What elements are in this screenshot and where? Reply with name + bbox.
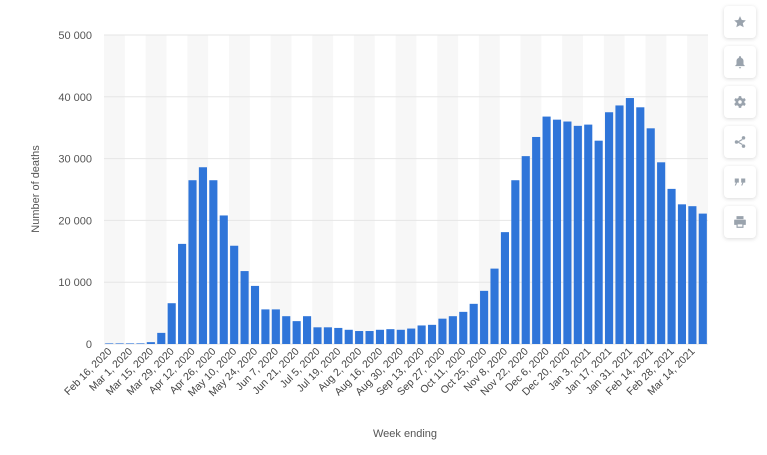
bar[interactable]	[105, 343, 114, 344]
bar[interactable]	[375, 329, 385, 344]
bar[interactable]	[157, 332, 166, 344]
y-tick-label: 20 000	[58, 215, 92, 227]
share-button[interactable]	[724, 126, 756, 158]
bar[interactable]	[261, 309, 270, 344]
bar[interactable]	[563, 121, 572, 345]
bar[interactable]	[303, 316, 312, 344]
bar[interactable]	[240, 271, 249, 344]
bar[interactable]	[271, 309, 280, 344]
y-tick-label: 50 000	[58, 30, 92, 42]
y-axis-ticks: 0 10 000 20 000 30 000 40 000 50 000	[58, 30, 92, 351]
bar[interactable]	[313, 327, 322, 344]
notification-button[interactable]	[724, 46, 756, 78]
quote-icon	[734, 178, 746, 186]
bar[interactable]	[615, 105, 624, 345]
bar[interactable]	[250, 285, 260, 344]
bar[interactable]	[542, 116, 551, 345]
bar[interactable]	[188, 180, 197, 344]
bar[interactable]	[584, 124, 593, 344]
bar[interactable]	[646, 128, 655, 344]
bar[interactable]	[198, 167, 207, 344]
bar[interactable]	[323, 327, 332, 344]
y-tick-label: 10 000	[58, 277, 92, 289]
bar[interactable]	[146, 342, 155, 344]
bars	[105, 98, 707, 345]
bar[interactable]	[511, 180, 520, 344]
background-band	[312, 35, 334, 344]
bar[interactable]	[178, 243, 187, 344]
bar[interactable]	[230, 245, 239, 344]
bar[interactable]	[136, 343, 145, 344]
bar[interactable]	[532, 136, 541, 344]
bar[interactable]	[334, 327, 343, 344]
x-axis-title: Week ending	[373, 428, 437, 440]
bar[interactable]	[490, 268, 499, 344]
print-icon	[734, 216, 746, 228]
gear-icon	[734, 96, 746, 108]
chart-toolbar	[724, 6, 758, 246]
bar[interactable]	[365, 331, 374, 344]
background-band	[478, 35, 500, 344]
bar[interactable]	[219, 215, 228, 344]
background-band	[270, 35, 292, 344]
print-button[interactable]	[724, 206, 756, 238]
share-icon	[734, 136, 746, 148]
background-band	[353, 35, 375, 344]
bar[interactable]	[657, 162, 666, 344]
bar[interactable]	[667, 188, 676, 344]
bar[interactable]	[125, 343, 135, 344]
bar[interactable]	[292, 321, 301, 344]
star-icon	[734, 16, 746, 28]
bar[interactable]	[396, 329, 405, 344]
bar[interactable]	[636, 107, 645, 344]
bar[interactable]	[115, 343, 124, 344]
bar[interactable]	[167, 303, 176, 344]
y-tick-label: 30 000	[58, 154, 92, 166]
bar[interactable]	[698, 213, 707, 344]
settings-button[interactable]	[724, 86, 756, 118]
background-band	[437, 35, 459, 344]
bar[interactable]	[448, 316, 457, 344]
bar[interactable]	[500, 232, 509, 344]
cite-button[interactable]	[724, 166, 756, 198]
background-band	[395, 35, 417, 344]
bar[interactable]	[427, 324, 437, 344]
bar[interactable]	[552, 119, 562, 344]
bar[interactable]	[344, 329, 353, 344]
bar[interactable]	[573, 125, 582, 344]
bar[interactable]	[417, 325, 426, 344]
bar[interactable]	[407, 328, 416, 344]
y-axis-title: Number of deaths	[30, 145, 42, 233]
bell-icon	[735, 56, 745, 69]
bar[interactable]	[677, 204, 687, 344]
bar[interactable]	[209, 180, 218, 344]
bar[interactable]	[355, 331, 364, 344]
bar[interactable]	[386, 329, 395, 344]
bar[interactable]	[625, 98, 634, 344]
bar[interactable]	[480, 290, 489, 344]
bar[interactable]	[438, 318, 447, 344]
background-band	[145, 35, 167, 344]
favorite-button[interactable]	[724, 6, 756, 38]
bar[interactable]	[469, 303, 478, 344]
y-tick-label: 0	[86, 339, 92, 351]
background-band	[104, 35, 125, 344]
bar[interactable]	[688, 206, 697, 344]
bar[interactable]	[282, 316, 291, 344]
bar[interactable]	[605, 112, 614, 344]
y-tick-label: 40 000	[58, 92, 92, 104]
bar[interactable]	[521, 156, 530, 344]
bar[interactable]	[594, 140, 603, 344]
bar[interactable]	[459, 311, 468, 344]
